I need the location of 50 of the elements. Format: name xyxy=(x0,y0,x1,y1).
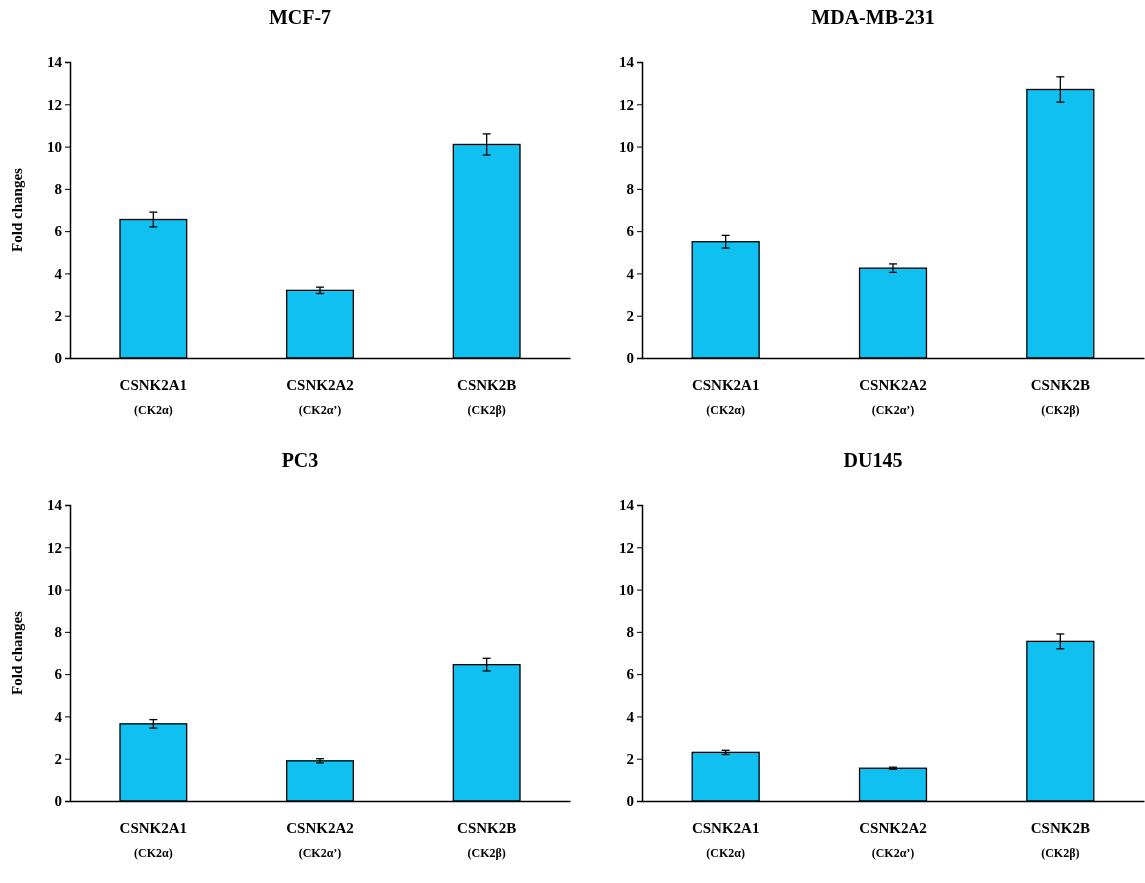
y-axis-title: Fold changes xyxy=(9,610,25,695)
y-tick-label: 6 xyxy=(54,666,63,683)
y-tick-label: 14 xyxy=(619,497,635,514)
y-tick-label: 12 xyxy=(619,539,634,556)
y-tick-label: 0 xyxy=(626,350,634,367)
y-tick-label: 8 xyxy=(54,181,62,198)
y-tick-label: 0 xyxy=(54,793,62,810)
x-tick-label: CSNK2A2 (CK2α’) xyxy=(286,377,354,417)
y-tick-label: 8 xyxy=(626,181,634,198)
y-tick-label: 12 xyxy=(619,96,634,113)
y-tick-label: 4 xyxy=(626,265,635,282)
y-tick-label: 0 xyxy=(54,350,62,367)
x-tick-label: CSNK2B (CK2β) xyxy=(457,377,517,417)
y-tick-label: 4 xyxy=(54,708,63,725)
y-tick-label: 14 xyxy=(619,54,635,71)
y-tick-label: 10 xyxy=(619,138,634,155)
y-tick-label: 2 xyxy=(54,751,62,768)
y-tick-label: 6 xyxy=(626,666,635,683)
x-tick-label: CSNK2B (CK2β) xyxy=(1030,377,1090,417)
y-tick-label: 10 xyxy=(619,581,634,598)
chart-title: MDA-MB-231 xyxy=(811,6,935,28)
x-tick-label: CSNK2A2 (CK2α’) xyxy=(859,820,927,860)
x-tick-label: CSNK2B (CK2β) xyxy=(1030,820,1090,860)
y-axis-title: Fold changes xyxy=(9,167,25,252)
y-tick-label: 10 xyxy=(47,581,62,598)
y-tick-label: 14 xyxy=(47,54,63,71)
x-tick-label: CSNK2A2 (CK2α’) xyxy=(859,377,927,417)
chart-title: MCF-7 xyxy=(268,6,332,28)
y-tick-label: 14 xyxy=(47,497,63,514)
x-tick-label: CSNK2A1 (CK2α) xyxy=(119,820,188,860)
y-tick-label: 12 xyxy=(47,96,62,113)
y-tick-label: 8 xyxy=(626,624,634,641)
x-tick-label: CSNK2A2 (CK2α’) xyxy=(286,820,354,860)
y-tick-label: 2 xyxy=(54,308,62,325)
y-tick-label: 12 xyxy=(47,539,62,556)
y-tick-label: 6 xyxy=(626,223,635,240)
x-tick-label: CSNK2A1 (CK2α) xyxy=(119,377,188,417)
x-tick-label: CSNK2B (CK2β) xyxy=(457,820,517,860)
x-tick-label: CSNK2A1 (CK2α) xyxy=(691,377,760,417)
x-tick-label: CSNK2A1 (CK2α) xyxy=(691,820,760,860)
chart-title: PC3 xyxy=(281,449,319,471)
y-tick-label: 10 xyxy=(47,138,62,155)
y-tick-label: 4 xyxy=(54,265,63,282)
y-tick-label: 2 xyxy=(626,308,634,325)
y-tick-label: 6 xyxy=(54,223,63,240)
y-tick-label: 8 xyxy=(54,624,62,641)
y-tick-label: 0 xyxy=(626,793,634,810)
y-tick-label: 2 xyxy=(626,751,634,768)
y-tick-label: 4 xyxy=(626,708,635,725)
chart-title: DU145 xyxy=(843,449,903,471)
